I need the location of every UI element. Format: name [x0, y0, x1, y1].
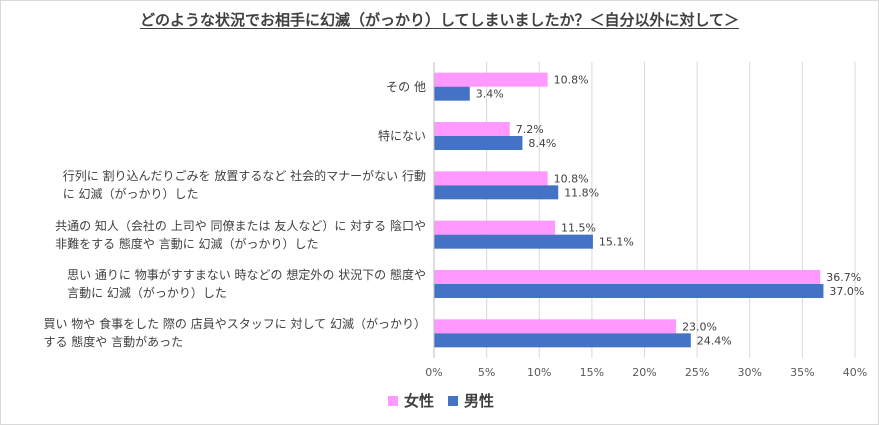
category-label-line: する 態度や 言動があった	[43, 335, 184, 350]
bar-female-3	[434, 220, 556, 235]
category-label-line: 非難をする 態度や 言動に 幻滅（がっかり）した	[55, 236, 319, 251]
data-label: 11.5%	[561, 222, 596, 235]
chart-title-text: どのような状況でお相手に幻滅（がっかり）してしまいましたか？＜自分以外に対して＞	[139, 11, 740, 29]
data-label: 36.7%	[826, 271, 861, 284]
x-tick-label: 25%	[685, 366, 709, 379]
category-label-line: 特にない	[377, 129, 426, 143]
legend-item-male: 男性	[448, 390, 494, 411]
data-label: 8.4%	[528, 137, 556, 150]
legend: 女性 男性	[388, 390, 508, 411]
category-label: 特にない	[378, 127, 426, 145]
x-tick-label: 20%	[632, 366, 656, 379]
x-tick-label: 10%	[527, 366, 551, 379]
bar-female-5	[434, 319, 677, 334]
bar-female-1	[434, 122, 510, 136]
x-tick-label: 15%	[580, 366, 604, 379]
data-label: 37.0%	[829, 285, 864, 298]
category-label: 思い 通りに 物事がすすまない 時などの 想定外の 状況下の 態度や 言動に 幻滅…	[67, 266, 426, 302]
bar-male-3	[434, 234, 593, 249]
category-label: 共通の 知人（会社の 上司や 同僚または 友人など）に 対する 陰口や 非難をする…	[55, 217, 426, 253]
legend-swatch-male	[448, 395, 459, 406]
data-label: 3.4%	[476, 88, 504, 101]
bar-female-2	[434, 171, 548, 186]
bar-female-0	[434, 72, 548, 87]
bar-male-4	[434, 284, 824, 298]
category-label-line: 思い 通りに 物事がすすまない 時などの 想定外の 状況下の 態度や	[67, 268, 426, 282]
data-label: 15.1%	[599, 236, 634, 249]
data-label: 10.8%	[554, 172, 589, 185]
category-label-line: に 幻滅（がっかり）した	[62, 187, 199, 202]
data-label: 7.2%	[516, 123, 544, 136]
category-label: その 他	[386, 78, 426, 96]
x-tick-label: 30%	[738, 366, 762, 379]
category-label-line: 言動に 幻滅（がっかり）した	[67, 286, 227, 300]
legend-label-male: 男性	[464, 392, 495, 410]
x-tick-label: 0%	[425, 366, 442, 379]
bar-male-1	[434, 136, 523, 150]
legend-swatch-female	[388, 395, 398, 406]
x-tick-label: 40%	[843, 366, 867, 379]
category-label-line: 行列に 割り込んだりごみを 放置するなど 社会的マナーがない 行動	[62, 169, 426, 184]
bar-male-5	[434, 333, 691, 348]
category-label: 行列に 割り込んだりごみを 放置するなど 社会的マナーがない 行動に 幻滅（がっ…	[63, 167, 426, 203]
legend-label-female: 女性	[404, 392, 435, 410]
category-label-line: 買い 物や 食事をした 際の 店員やスタッフに 対して 幻滅（がっかり）	[43, 317, 426, 332]
data-label: 11.8%	[564, 186, 599, 199]
bar-male-0	[434, 86, 470, 101]
legend-item-female: 女性	[388, 390, 434, 411]
data-label: 10.8%	[554, 74, 589, 87]
x-tick-label: 5%	[478, 366, 495, 379]
data-label: 23.0%	[682, 320, 717, 333]
bar-male-2	[434, 185, 559, 200]
category-label: 買い 物や 食事をした 際の 店員やスタッフに 対して 幻滅（がっかり） する 態…	[43, 315, 426, 351]
category-label-line: 共通の 知人（会社の 上司や 同僚または 友人など）に 対する 陰口や	[55, 218, 426, 233]
x-tick-label: 35%	[790, 366, 814, 379]
bar-female-4	[434, 270, 821, 284]
category-label-line: その 他	[386, 79, 426, 94]
data-label: 24.4%	[697, 334, 732, 347]
chart-title: どのような状況でお相手に幻滅（がっかり）してしまいましたか？＜自分以外に対して＞	[0, 9, 879, 30]
